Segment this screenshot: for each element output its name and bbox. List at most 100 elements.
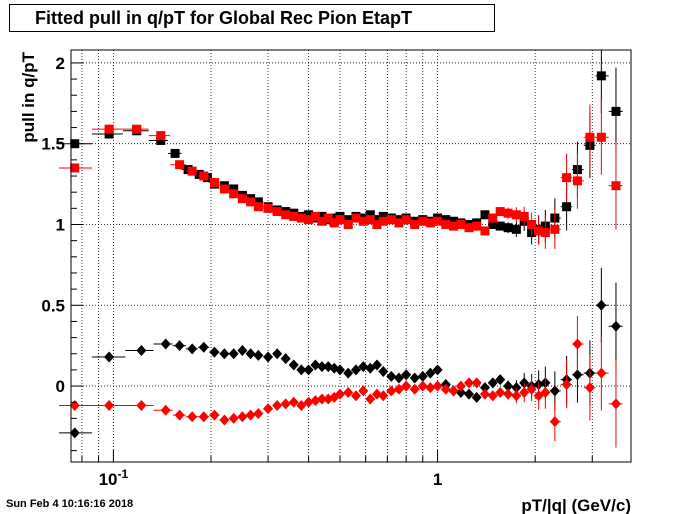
- diamond-marker: [487, 390, 498, 402]
- data-point: [310, 359, 321, 371]
- diamond-marker: [350, 364, 361, 376]
- diamond-marker: [237, 411, 248, 423]
- diamond-marker: [272, 399, 283, 411]
- diamond-marker: [253, 349, 264, 361]
- data-point: [343, 367, 354, 379]
- square-marker: [310, 211, 320, 221]
- data-point: [464, 377, 475, 389]
- data-point: [572, 152, 584, 209]
- diamond-marker: [425, 382, 436, 394]
- diamond-marker: [288, 396, 299, 408]
- data-point: [393, 372, 404, 384]
- square-marker: [304, 215, 314, 225]
- x-axis-label: pT/|q| (GeV/c): [521, 496, 631, 514]
- data-point: [358, 385, 369, 397]
- y-tick-label: 1.5: [41, 135, 65, 154]
- diamond-marker: [334, 388, 345, 400]
- data-point: [417, 370, 428, 382]
- data-point: [245, 409, 256, 421]
- grid-lines: [71, 50, 631, 462]
- data-point: [527, 212, 537, 237]
- data-point: [343, 219, 353, 229]
- data-point: [172, 409, 186, 421]
- data-point: [393, 383, 404, 395]
- diamond-marker: [280, 398, 291, 410]
- data-point: [487, 377, 498, 389]
- diamond-marker: [572, 369, 583, 381]
- square-marker: [329, 218, 339, 228]
- data-point: [350, 390, 361, 402]
- square-marker: [272, 207, 282, 217]
- data-point: [456, 219, 466, 229]
- square-marker: [449, 216, 459, 226]
- data-point: [289, 211, 299, 221]
- data-point: [378, 216, 388, 226]
- diamond-marker: [174, 409, 185, 421]
- data-point: [488, 213, 498, 223]
- data-point: [272, 399, 283, 411]
- data-point: [91, 124, 123, 134]
- data-point: [219, 348, 230, 360]
- diamond-marker: [596, 299, 607, 311]
- diamond-marker: [343, 367, 354, 379]
- timestamp: Sun Feb 4 10:16:16 2018: [6, 498, 134, 510]
- square-marker: [132, 124, 142, 134]
- data-point: [228, 348, 239, 360]
- diamond-marker: [471, 391, 482, 403]
- square-marker: [317, 216, 327, 226]
- square-marker: [511, 224, 521, 234]
- diamond-marker: [495, 387, 506, 399]
- diamond-marker: [136, 345, 147, 357]
- diamond-marker: [263, 403, 274, 415]
- data-point: [125, 345, 154, 357]
- square-marker: [386, 215, 396, 225]
- diamond-marker: [549, 416, 560, 428]
- diamond-marker: [245, 348, 256, 360]
- diamond-marker: [198, 341, 209, 353]
- diamond-marker: [310, 359, 321, 371]
- data-point: [91, 399, 126, 411]
- data-point: [209, 409, 220, 421]
- diamond-marker: [455, 380, 466, 392]
- square-marker: [219, 184, 229, 194]
- diamond-marker: [358, 361, 369, 373]
- diamond-marker: [350, 390, 361, 402]
- data-point: [480, 210, 490, 220]
- diamond-marker: [409, 372, 420, 384]
- data-point: [608, 141, 623, 230]
- data-point: [595, 335, 609, 411]
- data-point: [229, 189, 239, 199]
- square-marker: [335, 215, 345, 225]
- square-marker: [433, 216, 443, 226]
- data-point: [209, 177, 220, 187]
- data-point: [595, 267, 609, 343]
- square-marker: [378, 216, 388, 226]
- diamond-marker: [386, 385, 397, 397]
- data-point: [334, 388, 345, 400]
- data-point: [288, 396, 299, 408]
- data-point: [540, 376, 551, 409]
- data-point: [503, 380, 514, 392]
- square-marker: [441, 219, 451, 229]
- diamond-marker: [540, 387, 551, 399]
- diamond-marker: [371, 359, 382, 371]
- data-point: [125, 399, 154, 411]
- data-point: [511, 380, 522, 396]
- square-marker: [253, 197, 263, 207]
- diamond-marker: [288, 359, 299, 371]
- data-point: [386, 370, 397, 382]
- square-marker: [365, 215, 375, 225]
- diamond-marker: [209, 409, 220, 421]
- data-point: [358, 216, 368, 226]
- diamond-marker: [479, 388, 490, 400]
- square-marker: [70, 163, 80, 173]
- x-tick-label: 10-1: [99, 467, 129, 489]
- diamond-marker: [209, 346, 220, 358]
- data-point: [153, 338, 173, 350]
- square-marker: [289, 211, 299, 221]
- square-marker: [187, 166, 197, 176]
- square-marker: [480, 226, 490, 236]
- data-point: [425, 382, 436, 394]
- data-point: [495, 221, 505, 231]
- data-point: [245, 348, 256, 360]
